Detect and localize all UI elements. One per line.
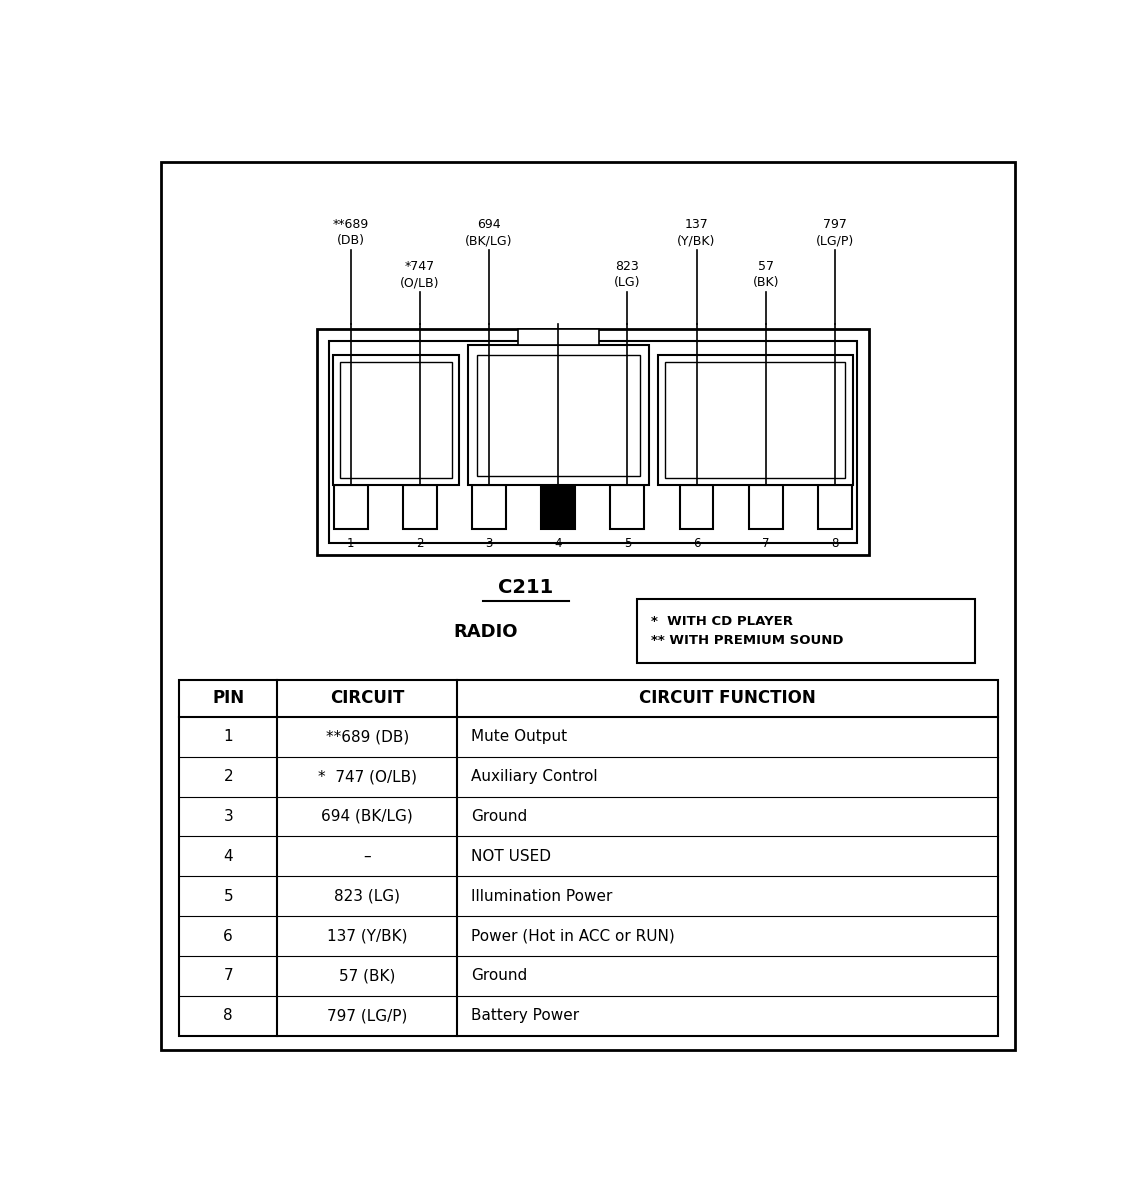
Bar: [179, 680, 998, 1036]
Bar: [333, 355, 459, 485]
Text: 797 (LG/P): 797 (LG/P): [327, 1008, 408, 1024]
Text: Power (Hot in ACC or RUN): Power (Hot in ACC or RUN): [471, 929, 675, 943]
Text: 3: 3: [224, 809, 233, 824]
Text: 3: 3: [486, 536, 492, 550]
Text: 7: 7: [224, 968, 233, 983]
Text: PIN: PIN: [212, 689, 245, 707]
Bar: [817, 485, 852, 529]
Text: *  WITH CD PLAYER: * WITH CD PLAYER: [651, 616, 792, 628]
Text: Battery Power: Battery Power: [471, 1008, 579, 1024]
Text: Mute Output: Mute Output: [471, 730, 567, 744]
Text: *  747 (O/LB): * 747 (O/LB): [318, 769, 417, 784]
Text: 57
(BK): 57 (BK): [752, 260, 778, 289]
Text: 57 (BK): 57 (BK): [339, 968, 396, 983]
Text: 4: 4: [224, 848, 233, 864]
Text: ** WITH PREMIUM SOUND: ** WITH PREMIUM SOUND: [651, 634, 843, 647]
Text: 2: 2: [224, 769, 233, 784]
Text: 8: 8: [831, 536, 838, 550]
Text: **689
(DB): **689 (DB): [333, 218, 369, 247]
Bar: [467, 346, 649, 485]
Bar: [476, 355, 639, 475]
Text: 797
(LG/P): 797 (LG/P): [816, 218, 854, 247]
Text: RADIO: RADIO: [453, 623, 518, 641]
Bar: [542, 485, 575, 529]
Text: 7: 7: [762, 536, 769, 550]
Text: *747
(O/LB): *747 (O/LB): [401, 260, 440, 289]
Text: 694
(BK/LG): 694 (BK/LG): [465, 218, 513, 247]
Text: **689 (DB): **689 (DB): [326, 730, 409, 744]
Text: Auxiliary Control: Auxiliary Control: [471, 769, 597, 784]
Bar: [334, 485, 367, 529]
Text: CIRCUIT FUNCTION: CIRCUIT FUNCTION: [639, 689, 816, 707]
Bar: [472, 485, 506, 529]
Text: 1: 1: [347, 536, 355, 550]
Bar: [317, 329, 869, 556]
Text: 2: 2: [417, 536, 424, 550]
Text: Ground: Ground: [471, 809, 527, 824]
Text: NOT USED: NOT USED: [471, 848, 551, 864]
Bar: [680, 485, 713, 529]
Text: 137 (Y/BK): 137 (Y/BK): [327, 929, 408, 943]
Text: 6: 6: [224, 929, 233, 943]
Text: 823
(LG): 823 (LG): [614, 260, 641, 289]
Text: –: –: [364, 848, 371, 864]
Bar: [665, 362, 845, 478]
Bar: [748, 485, 783, 529]
Text: 8: 8: [224, 1008, 233, 1024]
Bar: [328, 341, 858, 544]
Bar: [658, 355, 853, 485]
Text: 1: 1: [224, 730, 233, 744]
Text: 6: 6: [692, 536, 700, 550]
Text: Ground: Ground: [471, 968, 527, 983]
Text: 5: 5: [224, 889, 233, 904]
Bar: [637, 599, 976, 664]
Bar: [518, 329, 599, 346]
Text: 137
(Y/BK): 137 (Y/BK): [677, 218, 715, 247]
Text: Illumination Power: Illumination Power: [471, 889, 612, 904]
Bar: [611, 485, 644, 529]
Text: CIRCUIT: CIRCUIT: [331, 689, 404, 707]
Text: 5: 5: [623, 536, 631, 550]
Text: C211: C211: [498, 577, 553, 596]
Bar: [340, 362, 451, 478]
Text: 823 (LG): 823 (LG): [334, 889, 401, 904]
Text: 4: 4: [554, 536, 563, 550]
Text: 694 (BK/LG): 694 (BK/LG): [321, 809, 413, 824]
Bar: [403, 485, 437, 529]
